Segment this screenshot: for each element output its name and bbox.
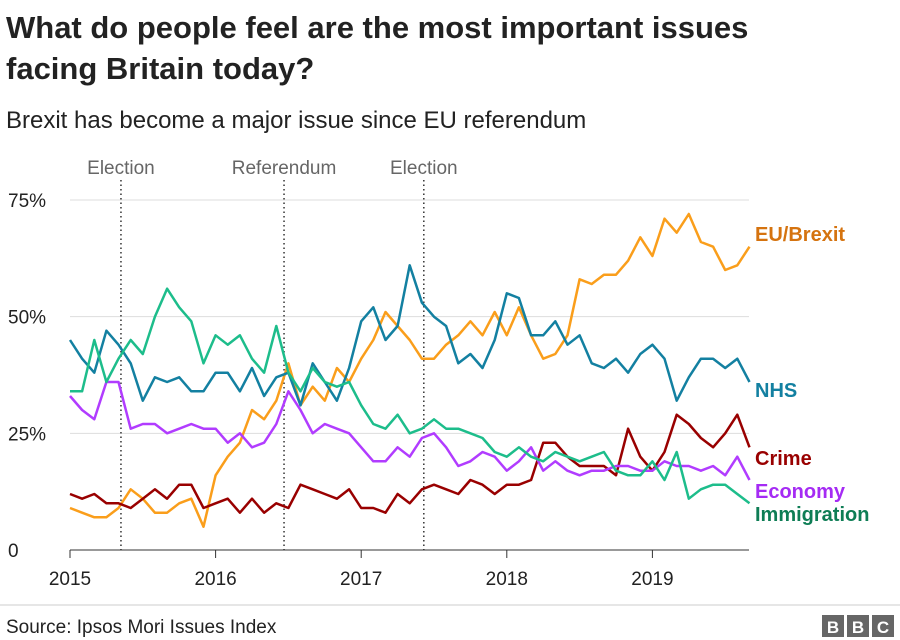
x-tick-label: 2018	[486, 569, 528, 590]
svg-text:C: C	[877, 618, 889, 637]
y-tick-label: 75%	[8, 191, 46, 212]
event-label: Referendum	[232, 158, 337, 179]
event-label: Election	[87, 158, 155, 179]
series-line-crime	[69, 413, 751, 514]
bbc-logo: B B C	[822, 615, 894, 637]
chart-title-line-1: What do people feel are the most importa…	[6, 10, 748, 45]
chart-subtitle: Brexit has become a major issue since EU…	[6, 107, 586, 134]
series-label: Crime	[755, 448, 812, 470]
event-label: Election	[390, 158, 458, 179]
y-tick-label: 50%	[8, 308, 46, 329]
svg-text:B: B	[827, 618, 839, 637]
x-tick-label: 2015	[49, 569, 91, 590]
series-label: Immigration	[755, 504, 869, 526]
series-line-immigration	[70, 287, 751, 505]
x-tick-label: 2017	[340, 569, 382, 590]
svg-text:B: B	[852, 618, 864, 637]
series-line-eu-brexit	[69, 212, 751, 528]
x-tick-label: 2016	[194, 569, 236, 590]
series-line-nhs	[68, 264, 751, 407]
source-note: Source: Ipsos Mori Issues Index	[6, 617, 277, 638]
series-label: NHS	[755, 380, 797, 402]
y-tick-label: 0	[8, 541, 19, 562]
series-label: EU/Brexit	[755, 224, 845, 246]
series-label: Economy	[755, 481, 846, 503]
x-tick-label: 2019	[631, 569, 673, 590]
chart-title-line-2: facing Britain today?	[6, 51, 314, 86]
series-line-economy	[69, 380, 751, 481]
y-tick-label: 25%	[8, 424, 46, 445]
